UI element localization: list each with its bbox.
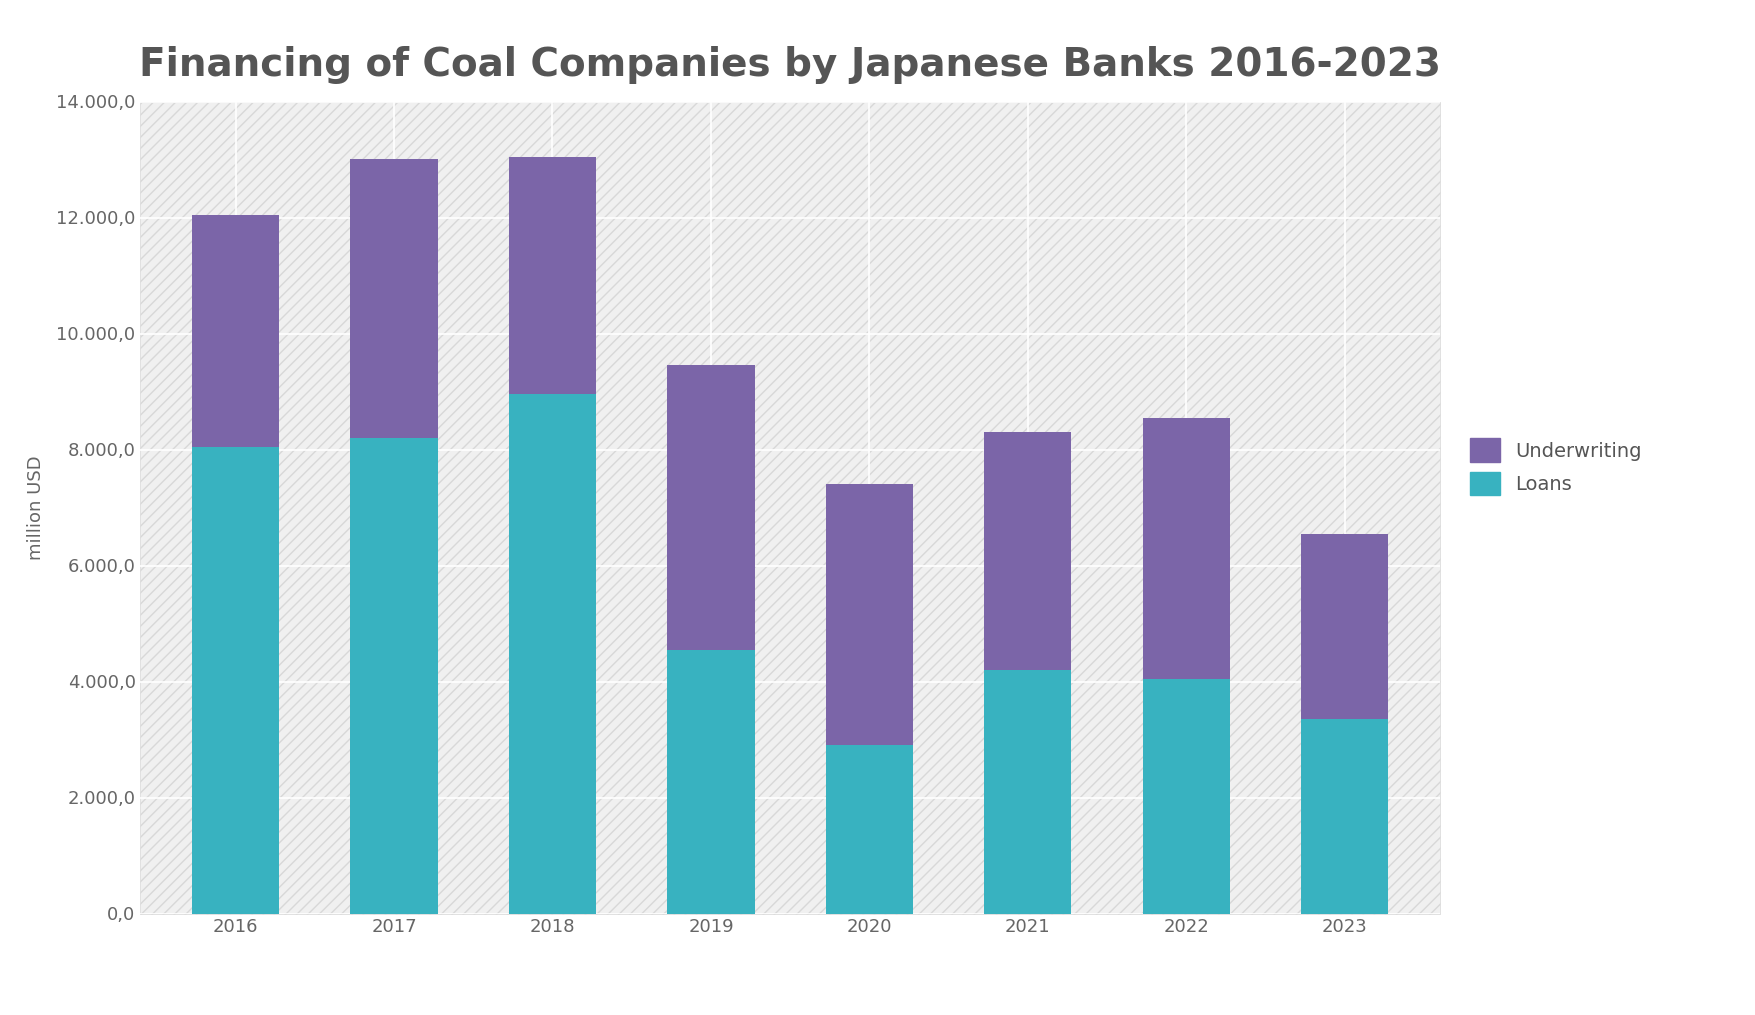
Bar	[1300, 534, 1388, 720]
Bar	[985, 670, 1071, 914]
Bar	[667, 650, 755, 914]
Bar	[825, 484, 913, 745]
Title: Financing of Coal Companies by Japanese Banks 2016-2023: Financing of Coal Companies by Japanese …	[139, 47, 1441, 84]
Y-axis label: million USD: million USD	[26, 455, 46, 560]
Legend: Underwriting, Loans: Underwriting, Loans	[1462, 430, 1648, 503]
Bar	[667, 365, 755, 650]
Bar	[825, 745, 913, 914]
Bar	[1143, 417, 1228, 679]
Bar	[351, 437, 437, 914]
Bar	[191, 214, 279, 447]
Bar	[509, 156, 595, 395]
Bar	[191, 447, 279, 914]
Bar	[509, 395, 595, 914]
Bar	[1300, 720, 1388, 914]
Bar	[1143, 679, 1228, 914]
Bar	[985, 432, 1071, 670]
Bar	[351, 159, 437, 437]
